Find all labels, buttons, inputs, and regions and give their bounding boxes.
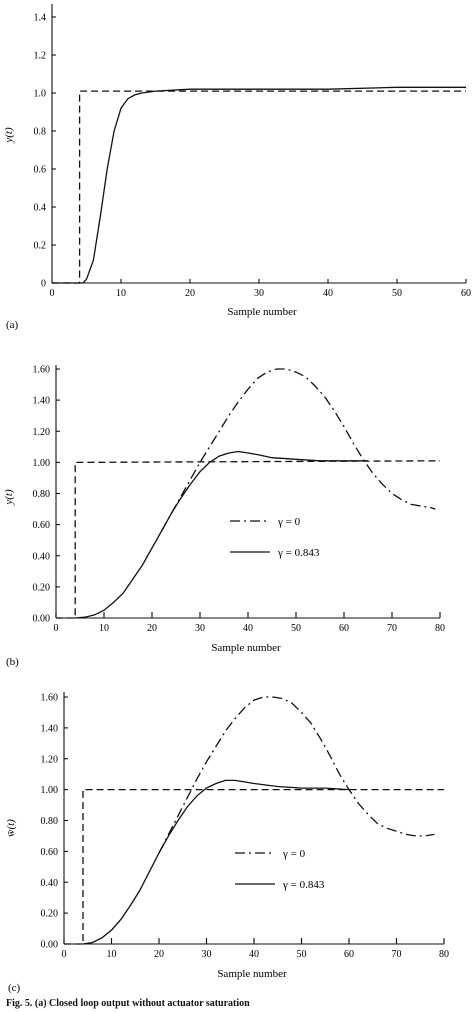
y-axis-label: y(t) [3,127,15,144]
x-tick-label: 30 [202,949,212,960]
y-tick-label: 0.20 [41,909,59,920]
x-tick-label: 20 [185,288,195,299]
y-tick-label: 1.20 [41,754,59,765]
x-tick-label: 70 [392,949,402,960]
x-axis-label: Sample number [211,642,281,654]
series-line-dashed [52,90,466,284]
x-tick-label: 0 [50,288,55,299]
y-axis-label: w̄(t) [5,819,17,837]
y-tick-label: 0.80 [41,816,59,827]
y-tick-label: 1.0 [34,89,47,100]
series-line-solid [82,779,350,945]
y-tick-label: 0.40 [33,551,51,562]
y-tick-label: 0.00 [33,614,51,625]
series-line-dashdot [158,696,435,854]
series-line-solid [52,86,466,284]
y-tick-label: 0.8 [34,127,47,138]
series-line-dashed [64,788,444,945]
panel-label: (b) [6,656,19,668]
y-tick-label: 0.40 [41,878,59,889]
y-tick-label: 1.20 [33,427,51,438]
x-tick-label: 60 [344,949,354,960]
x-tick-label: 80 [439,949,449,960]
legend-label: γ = 0 [277,516,301,528]
x-tick-label: 30 [254,288,264,299]
x-tick-label: 20 [154,949,164,960]
x-axis-label: Sample number [217,968,287,980]
x-tick-label: 30 [195,623,205,634]
y-tick-label: 0.20 [33,582,51,593]
y-tick-label: 1.2 [34,51,47,62]
y-tick-label: 0.80 [33,489,51,500]
x-tick-label: 50 [297,949,307,960]
y-tick-label: 1.00 [33,458,51,469]
panel-label: (a) [6,319,19,331]
y-tick-label: 1.00 [41,785,59,796]
y-tick-label: 1.60 [33,365,51,376]
x-tick-label: 60 [461,288,471,299]
x-tick-label: 40 [323,288,333,299]
y-tick-label: 0.60 [41,847,59,858]
x-axis-label: Sample number [227,306,297,318]
y-tick-label: 1.40 [41,723,59,734]
x-tick-label: 40 [243,623,253,634]
x-tick-label: 50 [392,288,402,299]
x-tick-label: 50 [291,623,301,634]
y-tick-label: 0 [41,279,46,290]
y-tick-label: 0.6 [34,165,47,176]
y-tick-label: 1.4 [34,13,47,24]
y-tick-label: 0.60 [33,520,51,531]
x-tick-label: 60 [339,623,349,634]
x-tick-label: 10 [116,288,126,299]
legend-label: γ = 0 [282,848,306,860]
panel-label: (c) [8,982,21,994]
x-tick-label: 20 [147,623,157,634]
y-tick-label: 0.2 [34,241,47,252]
series-line-dashdot [161,368,436,532]
series-line-dashed [56,460,441,619]
y-tick-label: 1.60 [41,693,59,704]
x-tick-label: 0 [54,623,59,634]
y-tick-label: 0.00 [41,940,59,951]
x-tick-label: 10 [99,623,109,634]
y-tick-label: 1.40 [33,396,51,407]
legend-label: γ = 0.843 [282,879,325,891]
x-tick-label: 70 [387,623,397,634]
y-axis-label: y(t) [3,489,15,506]
x-tick-label: 0 [62,949,67,960]
figure-caption: Fig. 5. (a) Closed loop output without a… [6,998,250,1009]
y-tick-label: 0.4 [34,203,47,214]
legend-label: γ = 0.843 [277,547,320,559]
x-tick-label: 80 [435,623,445,634]
x-tick-label: 10 [107,949,117,960]
series-line-solid [75,450,368,619]
x-tick-label: 40 [249,949,259,960]
